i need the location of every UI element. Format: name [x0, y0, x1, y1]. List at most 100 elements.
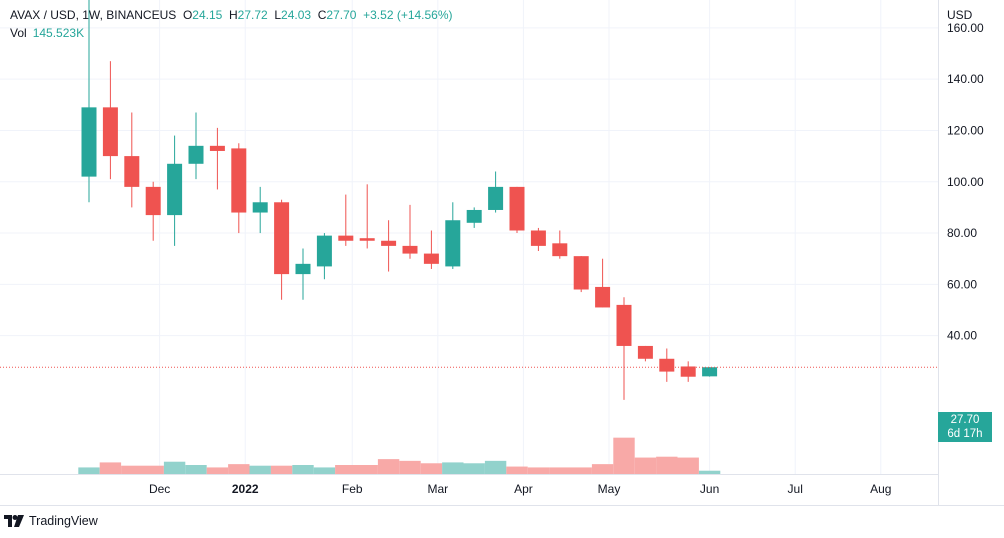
candle-body	[316, 235, 332, 267]
candle	[124, 112, 140, 208]
candle-body	[274, 202, 290, 275]
time-axis: Dec 2022 Feb Mar Apr May Jun Jul Aug	[149, 482, 892, 496]
price-tick-label: 100.00	[947, 175, 984, 189]
volume-bar	[613, 437, 635, 474]
price-tick-label: 60.00	[947, 277, 977, 291]
tradingview-logo[interactable]: TradingView	[4, 512, 98, 530]
candle	[573, 256, 589, 293]
candle-body	[124, 156, 140, 187]
candle	[316, 233, 332, 280]
candle-body	[145, 186, 161, 216]
volume-bar	[420, 463, 443, 474]
candle	[81, 0, 97, 203]
candle	[252, 186, 268, 234]
last-price-value: 27.70	[950, 414, 980, 426]
open-label: O	[182, 8, 193, 22]
volume-bar	[335, 465, 357, 474]
candle	[595, 258, 611, 308]
time-tick-label: Dec	[149, 482, 170, 496]
candle-body	[402, 245, 418, 254]
candle	[338, 194, 354, 246]
candle-body	[680, 366, 696, 377]
candle-body	[445, 220, 461, 267]
low-value: 24.03	[281, 8, 312, 22]
candle	[402, 204, 418, 259]
candle	[102, 61, 118, 180]
countdown-value: 6d 17h	[947, 428, 983, 440]
volume-bar	[249, 465, 271, 474]
close-value: 27.70	[326, 8, 357, 22]
volume-bar	[442, 462, 464, 474]
candle-body	[295, 263, 311, 275]
candle	[209, 127, 225, 190]
candle	[466, 207, 482, 228]
volume-label[interactable]: Vol	[10, 26, 27, 40]
candle	[530, 227, 546, 252]
currency-label[interactable]: USD	[947, 8, 973, 22]
candle-body	[423, 253, 439, 264]
volume-series	[78, 437, 721, 474]
volume-bar	[634, 457, 657, 474]
last-price-badge: 27.70 6d 17h	[938, 412, 992, 442]
candle-body	[530, 230, 546, 246]
candle	[231, 143, 247, 234]
candle-body	[488, 186, 504, 210]
volume-bar	[78, 467, 100, 474]
time-tick-label: Feb	[342, 482, 363, 496]
volume-bar	[142, 465, 164, 474]
candle	[359, 184, 375, 249]
candle	[274, 199, 290, 300]
candle	[188, 112, 204, 180]
candle-body	[81, 107, 97, 177]
time-tick-label: Jul	[788, 482, 803, 496]
volume-bar	[356, 465, 378, 474]
chart-area[interactable]: 180.00160.00140.00120.00100.0080.0060.00…	[0, 0, 1004, 506]
symbol-label[interactable]: AVAX / USD, 1W, BINANCEUS	[10, 8, 177, 22]
candle-body	[659, 358, 675, 372]
price-tick-label: 160.00	[947, 21, 984, 35]
candle-body	[381, 240, 397, 246]
volume-bar	[399, 460, 421, 474]
time-tick-label: Apr	[514, 482, 533, 496]
candle-body	[637, 345, 653, 359]
candle-body	[509, 186, 525, 231]
volume-bar	[163, 461, 186, 474]
volume-bar	[377, 459, 400, 474]
candle-series	[81, 0, 718, 400]
volume-bar	[570, 467, 592, 474]
candle-body	[209, 145, 225, 151]
volume-bar	[270, 465, 293, 474]
price-tick-label: 140.00	[947, 72, 984, 86]
candlestick-chart[interactable]: 180.00160.00140.00120.00100.0080.0060.00…	[0, 0, 1004, 506]
candle	[145, 181, 161, 241]
candle	[488, 171, 504, 213]
price-tick-label: 120.00	[947, 123, 984, 137]
time-tick-label: Aug	[870, 482, 891, 496]
high-label: H	[228, 8, 238, 22]
volume-bar	[698, 470, 721, 474]
candle-body	[595, 286, 611, 308]
volume-bar	[656, 456, 678, 474]
candle	[167, 135, 183, 246]
volume-bar	[228, 464, 250, 474]
candle-body	[252, 202, 268, 213]
candle	[702, 367, 718, 377]
volume-bar	[484, 460, 507, 474]
candle-body	[702, 367, 718, 377]
candle-body	[573, 256, 589, 290]
candle-body	[552, 243, 568, 257]
open-value: 24.15	[192, 8, 223, 22]
volume-bar	[527, 467, 550, 474]
time-tick-label: Jun	[700, 482, 719, 496]
candle	[423, 230, 439, 269]
high-value: 27.72	[237, 8, 268, 22]
candle-body	[231, 148, 247, 213]
time-tick-label: Mar	[427, 482, 448, 496]
candle	[616, 297, 632, 400]
candle	[659, 348, 675, 382]
candle	[637, 345, 653, 362]
volume-bar	[99, 462, 122, 474]
brand-label: TradingView	[29, 514, 98, 528]
candle-body	[338, 235, 354, 241]
price-axis: 180.00160.00140.00120.00100.0080.0060.00…	[947, 21, 984, 343]
